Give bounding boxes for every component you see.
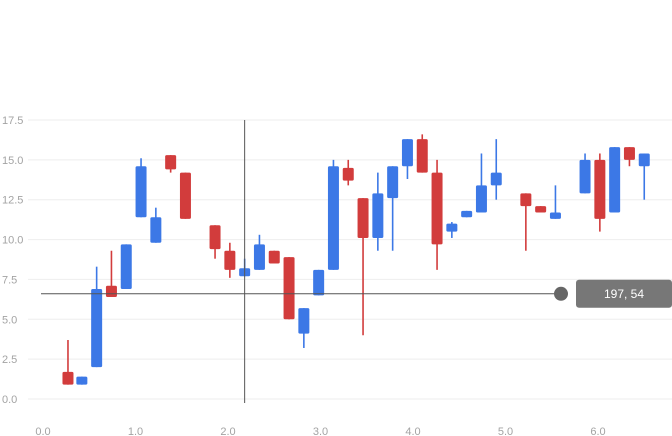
candle[interactable] (179, 172, 191, 219)
candle-body (342, 167, 354, 181)
candle-body (135, 166, 147, 218)
candle-body (594, 159, 606, 219)
candle[interactable] (150, 207, 162, 243)
candle-body (401, 139, 413, 167)
candle-body (120, 244, 132, 289)
candle-body (91, 288, 103, 368)
candle-body (446, 223, 458, 232)
candle-body (475, 185, 487, 213)
y-tick-label: 10.0 (2, 235, 23, 247)
candle[interactable] (342, 159, 354, 186)
crosshair-marker[interactable] (554, 286, 568, 301)
x-tick-label: 3.0 (313, 426, 328, 436)
candle[interactable] (623, 147, 635, 167)
candle-body (372, 193, 384, 238)
candle-body (623, 147, 635, 160)
y-tick-label: 12.5 (2, 195, 23, 207)
candle[interactable] (165, 155, 177, 173)
candle-body (283, 257, 295, 320)
candle[interactable] (535, 206, 547, 213)
candle[interactable] (62, 340, 74, 385)
y-tick-label: 0.0 (2, 394, 17, 406)
candle[interactable] (461, 210, 473, 218)
gridlines (28, 119, 672, 400)
candle-body (535, 206, 547, 213)
candle[interactable] (638, 153, 650, 200)
x-tick-label: 0.0 (35, 426, 50, 436)
candle-body (579, 159, 591, 194)
candle-body (62, 371, 74, 385)
y-axis: 0.0 2.5 5.0 7.5 10.0 12.5 15.0 17.5 (2, 115, 23, 406)
candles (62, 134, 650, 385)
y-tick-label: 2.5 (2, 354, 17, 366)
candle[interactable] (313, 269, 325, 296)
x-tick-label: 5.0 (498, 426, 513, 436)
candle-body (268, 250, 280, 264)
candle-body (224, 250, 236, 270)
crosshair: 197, 54 (41, 120, 672, 403)
y-tick-label: 5.0 (2, 314, 17, 326)
candle[interactable] (76, 376, 88, 385)
candle[interactable] (475, 153, 487, 213)
candle[interactable] (357, 198, 369, 336)
candle[interactable] (594, 153, 606, 232)
candle[interactable] (446, 222, 458, 238)
y-tick-label: 17.5 (2, 115, 23, 127)
candle[interactable] (609, 147, 621, 213)
x-axis: 0.0 1.0 2.0 3.0 4.0 5.0 6.0 (35, 426, 605, 436)
candle[interactable] (253, 234, 265, 270)
candle[interactable] (327, 159, 339, 270)
candle[interactable] (268, 250, 280, 264)
readout-text: 197, 54 (604, 287, 644, 301)
x-tick-label: 1.0 (128, 426, 143, 436)
candle-body (638, 153, 650, 167)
candle[interactable] (401, 139, 413, 179)
candle[interactable] (105, 250, 117, 297)
candle-body (327, 166, 339, 270)
candle[interactable] (298, 308, 310, 348)
x-tick-label: 2.0 (220, 426, 235, 436)
candle-body (490, 172, 502, 186)
candle[interactable] (520, 193, 532, 251)
candle[interactable] (372, 172, 384, 251)
candle-body (520, 193, 532, 207)
candle-body (416, 139, 428, 173)
candle-body (387, 166, 399, 199)
candle-body (298, 308, 310, 334)
candle-body (431, 172, 443, 245)
candle-body (549, 212, 561, 219)
candle[interactable] (209, 225, 221, 259)
y-tick-label: 15.0 (2, 155, 23, 167)
candle-body (313, 269, 325, 296)
candle-body (105, 285, 117, 297)
candle-body (253, 244, 265, 270)
candle-body (165, 155, 177, 170)
candle[interactable] (416, 134, 428, 173)
readout-box (576, 279, 672, 308)
candle[interactable] (549, 185, 561, 219)
candle[interactable] (120, 244, 132, 289)
candle-body (209, 225, 221, 250)
candle[interactable] (135, 158, 147, 218)
x-tick-label: 6.0 (590, 426, 605, 436)
candle-body (76, 376, 88, 385)
candle[interactable] (490, 139, 502, 200)
candle[interactable] (283, 257, 295, 320)
x-tick-label: 4.0 (405, 426, 420, 436)
candle-body (357, 198, 369, 238)
candle[interactable] (387, 166, 399, 251)
candle-body (179, 172, 191, 219)
coordinate-readout: 197, 54 (576, 279, 672, 308)
candle[interactable] (431, 159, 443, 270)
y-tick-label: 7.5 (2, 274, 17, 286)
candle-body (461, 210, 473, 218)
candle[interactable] (579, 153, 591, 194)
candle[interactable] (91, 266, 103, 368)
candle-body (150, 217, 162, 243)
candle-body (609, 147, 621, 213)
candle[interactable] (224, 242, 236, 278)
